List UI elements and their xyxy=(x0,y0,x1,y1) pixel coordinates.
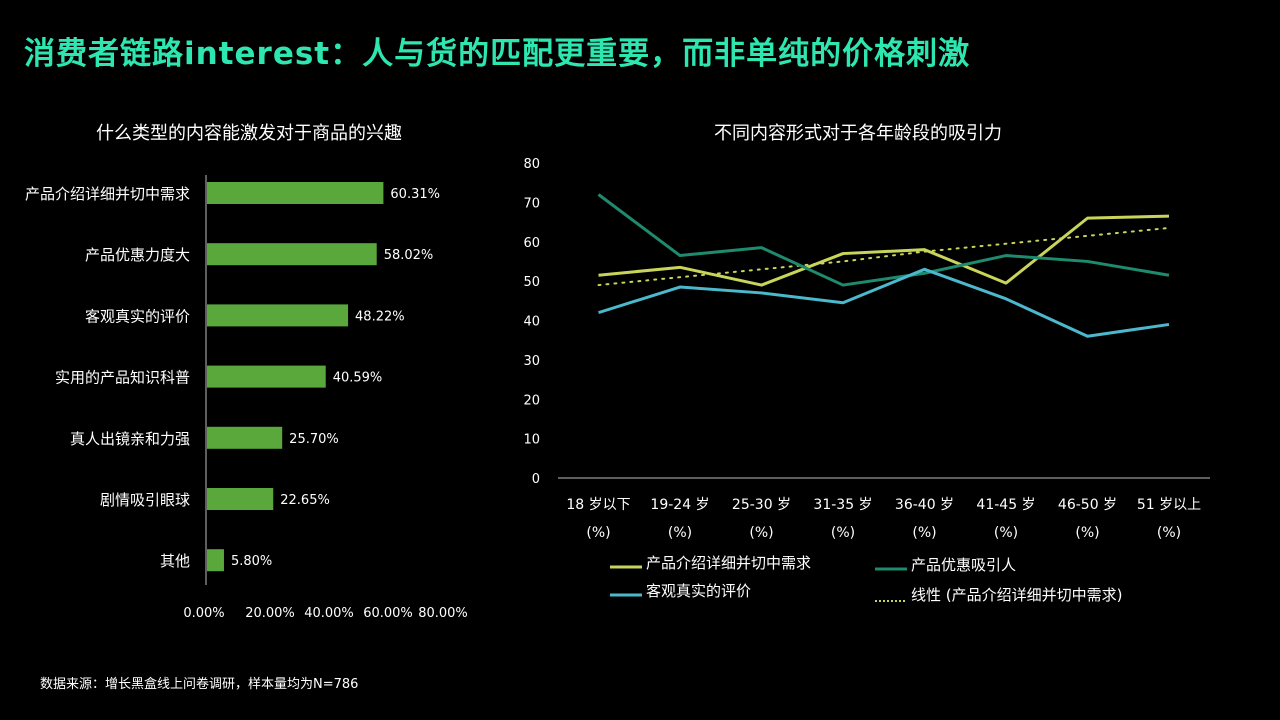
series-line xyxy=(598,267,1170,338)
line-y-tick-label: 80 xyxy=(523,157,540,172)
bar-x-tick-label: 60.00% xyxy=(363,606,413,621)
bar-value-label: 40.59% xyxy=(333,371,383,386)
bar-value-label: 58.02% xyxy=(384,248,434,263)
bar xyxy=(207,488,274,510)
line-y-tick-label: 30 xyxy=(523,354,540,369)
bar-category-label: 产品优惠力度大 xyxy=(85,246,190,264)
line-y-tick-label: 70 xyxy=(523,196,540,211)
page-title: 消费者链路interest：人与货的匹配更重要，而非单纯的价格刺激 xyxy=(24,36,971,72)
bar-x-tick-label: 80.00% xyxy=(418,606,468,621)
line-y-tick-label: 10 xyxy=(523,433,540,448)
legend-label: 产品介绍详细并切中需求 xyxy=(646,554,811,572)
bar-value-label: 5.80% xyxy=(231,554,272,569)
line-y-tick-label: 40 xyxy=(523,315,540,330)
line-x-tick-label: 31-35 岁 xyxy=(813,497,872,513)
bar-x-tick-label: 0.00% xyxy=(183,606,224,621)
line-x-tick-label: 19-24 岁 xyxy=(650,497,709,513)
bar xyxy=(207,426,283,449)
line-x-tick-label: (%) xyxy=(1075,525,1099,541)
legend-label: 产品优惠吸引人 xyxy=(911,556,1016,574)
bar-value-label: 48.22% xyxy=(355,309,405,324)
line-x-tick-label: (%) xyxy=(831,525,855,541)
bar xyxy=(207,304,349,327)
bar xyxy=(207,365,326,388)
line-x-tick-label: (%) xyxy=(586,525,610,541)
bar-value-label: 60.31% xyxy=(390,187,440,202)
line-x-tick-label: (%) xyxy=(912,525,936,541)
source-note: 数据来源：增长黑盒线上问卷调研，样本量均为N=786 xyxy=(40,677,359,692)
trendline xyxy=(597,226,1170,287)
bar-category-label: 剧情吸引眼球 xyxy=(100,491,190,509)
line-x-tick-label: (%) xyxy=(1157,525,1181,541)
line-x-tick-label: 46-50 岁 xyxy=(1058,497,1117,513)
bar xyxy=(207,243,377,266)
line-y-tick-label: 60 xyxy=(523,236,540,251)
line-x-tick-label: 41-45 岁 xyxy=(976,497,1035,513)
line-y-tick-label: 50 xyxy=(523,275,540,290)
line-x-tick-label: (%) xyxy=(749,525,773,541)
bar-category-label: 实用的产品知识科普 xyxy=(55,369,190,387)
line-chart: 0 10 20 30 40 50 60 70 80 18 岁以下 (%) 19-24 岁 (%) 25-3… xyxy=(523,157,1210,604)
line-x-tick-label: (%) xyxy=(994,525,1018,541)
line-x-tick-label: 36-40 岁 xyxy=(895,497,954,513)
bar-category-label: 真人出镜亲和力强 xyxy=(70,430,190,448)
line-x-tick-label: 25-30 岁 xyxy=(732,497,791,513)
legend-label: 线性 (产品介绍详细并切中需求) xyxy=(911,586,1122,604)
bar-category-label: 客观真实的评价 xyxy=(85,307,190,325)
line-chart-title: 不同内容形式对于各年龄段的吸引力 xyxy=(714,123,1002,144)
bar-chart-title: 什么类型的内容能激发对于商品的兴趣 xyxy=(96,123,402,144)
bar-chart: 产品介绍详细并切中需求 60.31% 产品优惠力度大 58.02% 客观真实的评价 48.… xyxy=(25,175,468,621)
series-line xyxy=(597,193,1170,287)
line-x-tick-label: 18 岁以下 xyxy=(566,497,630,513)
line-y-tick-label: 0 xyxy=(532,472,540,487)
bar-value-label: 25.70% xyxy=(289,432,339,447)
series-line xyxy=(598,214,1170,287)
bar-x-tick-label: 20.00% xyxy=(245,606,295,621)
bar-x-tick-label: 40.00% xyxy=(304,606,354,621)
line-y-tick-label: 20 xyxy=(523,393,540,408)
legend-label: 客观真实的评价 xyxy=(646,582,751,600)
bar xyxy=(207,182,384,204)
bar-category-label: 产品介绍详细并切中需求 xyxy=(25,185,190,203)
line-x-tick-label: (%) xyxy=(668,525,692,541)
bar xyxy=(207,549,224,572)
line-x-tick-label: 51 岁以上 xyxy=(1137,497,1201,513)
bar-category-label: 其他 xyxy=(160,552,190,570)
bar-value-label: 22.65% xyxy=(280,493,330,508)
